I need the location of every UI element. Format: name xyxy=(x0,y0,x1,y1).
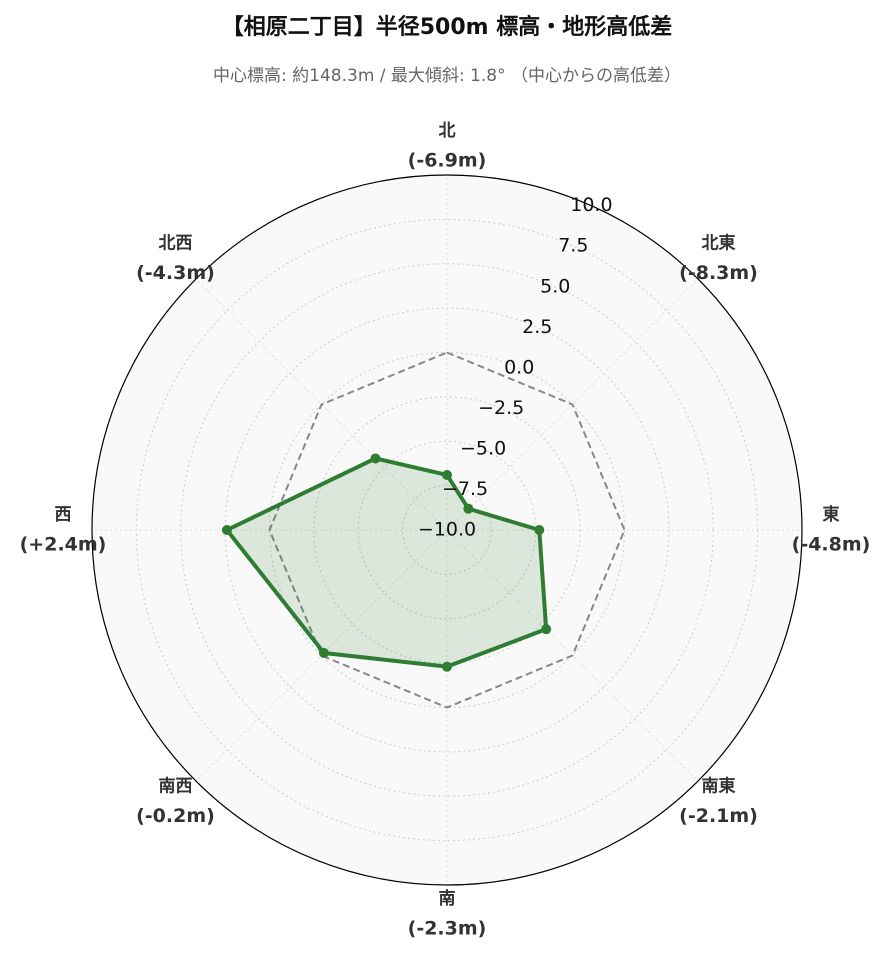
r-tick-label: 5.0 xyxy=(540,275,570,297)
data-point xyxy=(534,525,545,535)
category-label: 南 xyxy=(439,888,456,909)
value-label: (-2.3m) xyxy=(408,918,487,940)
grid-circle xyxy=(402,485,492,575)
category-label: 北東 xyxy=(702,232,736,253)
chart-subtitle: 中心標高: 約148.3m / 最大傾斜: 1.8° （中心からの高低差） xyxy=(213,66,681,86)
value-label: (-6.9m) xyxy=(408,150,487,172)
plot-border xyxy=(91,174,803,886)
data-point xyxy=(541,624,552,635)
category-label: 北西 xyxy=(158,233,192,253)
category-label: 北 xyxy=(439,121,456,141)
value-label: (-2.1m) xyxy=(679,805,758,827)
value-label: (-4.8m) xyxy=(792,534,871,556)
data-point xyxy=(463,503,474,514)
value-label: (+2.4m) xyxy=(20,534,107,556)
data-point xyxy=(370,453,381,464)
data-point xyxy=(318,648,329,659)
category-label: 南西 xyxy=(158,776,192,797)
category-label: 東 xyxy=(823,504,840,525)
grid-spoke xyxy=(195,529,448,782)
category-label: 西 xyxy=(55,505,72,525)
r-tick-label: −7.5 xyxy=(442,478,488,500)
r-tick-label: 0.0 xyxy=(504,356,534,378)
grid-spoke xyxy=(195,278,448,531)
data-point xyxy=(442,469,452,480)
grid-spoke xyxy=(446,278,699,531)
r-tick-label: 2.5 xyxy=(522,316,552,338)
r-tick-label: 7.5 xyxy=(558,235,588,257)
value-label: (-4.3m) xyxy=(136,262,215,284)
chart-title: 【相原二丁目】半径500m 標高・地形高低差 xyxy=(222,14,673,40)
category-label: 南東 xyxy=(702,776,736,797)
value-label: (-0.2m) xyxy=(136,805,215,827)
reference-line xyxy=(268,351,626,709)
grid-circle xyxy=(313,396,581,664)
data-point xyxy=(221,525,232,535)
r-tick-label: 10.0 xyxy=(570,194,612,216)
grid-spoke xyxy=(446,529,699,782)
value-label: (-8.3m) xyxy=(679,262,758,284)
r-tick-label: −5.0 xyxy=(460,437,506,459)
data-point xyxy=(442,661,452,672)
r-tick-label: −2.5 xyxy=(478,397,524,419)
r-tick-label: −10.0 xyxy=(418,519,476,541)
